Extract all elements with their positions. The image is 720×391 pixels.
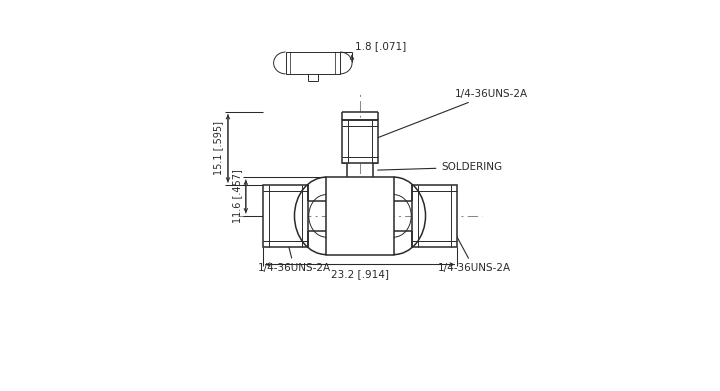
Bar xyxy=(342,120,378,163)
Text: 1/4-36UNS-2A: 1/4-36UNS-2A xyxy=(438,206,510,273)
Text: 1/4-36UNS-2A: 1/4-36UNS-2A xyxy=(258,209,331,273)
Text: 11.6 [.457]: 11.6 [.457] xyxy=(232,170,242,223)
Text: 1.8 [.071]: 1.8 [.071] xyxy=(355,41,406,51)
Bar xyxy=(263,185,308,247)
Text: SOLDERING: SOLDERING xyxy=(378,162,503,172)
Bar xyxy=(286,52,340,74)
Text: 15.1 [.595]: 15.1 [.595] xyxy=(213,121,223,175)
Text: 1/4-36UNS-2A: 1/4-36UNS-2A xyxy=(377,89,528,138)
Bar xyxy=(326,177,394,255)
Text: 23.2 [.914]: 23.2 [.914] xyxy=(331,269,389,280)
Bar xyxy=(412,185,457,247)
